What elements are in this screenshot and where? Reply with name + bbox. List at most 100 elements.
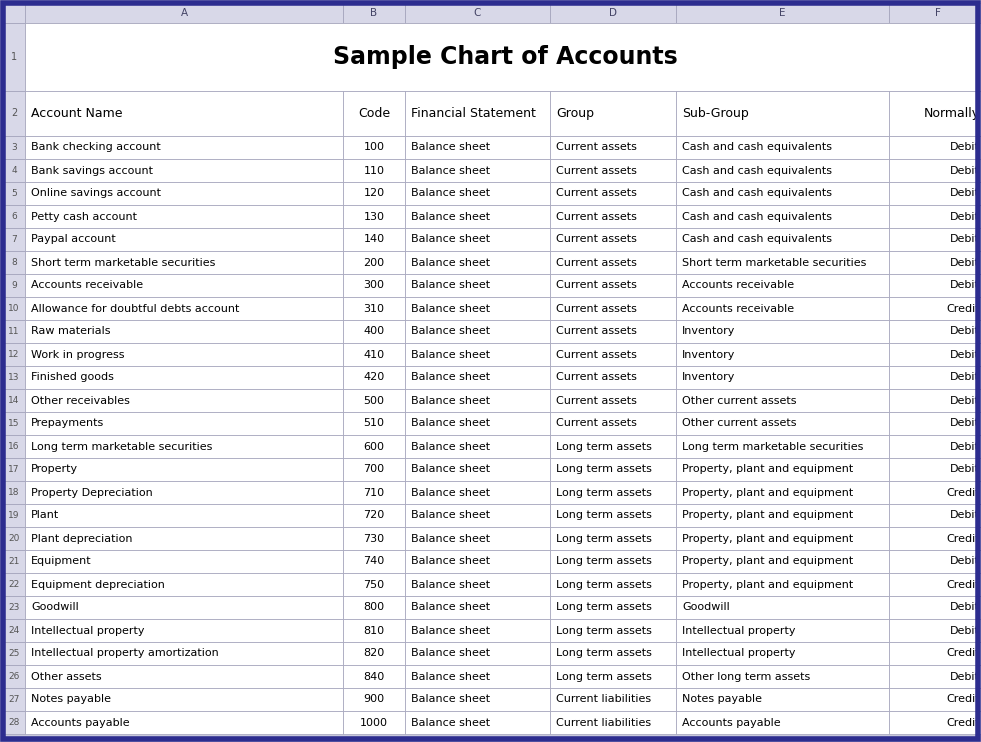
Bar <box>676 274 889 297</box>
Bar <box>889 550 981 573</box>
Bar <box>3 297 25 320</box>
Text: Debit: Debit <box>951 188 980 199</box>
Bar <box>405 504 550 527</box>
Bar <box>676 136 889 159</box>
Bar <box>676 504 889 527</box>
Text: Current assets: Current assets <box>556 372 637 382</box>
Bar <box>550 389 676 412</box>
Text: Raw materials: Raw materials <box>31 326 111 337</box>
Text: Plant: Plant <box>31 510 59 520</box>
Bar <box>405 458 550 481</box>
Text: 19: 19 <box>8 511 20 520</box>
Text: Balance sheet: Balance sheet <box>411 349 490 360</box>
Text: 6: 6 <box>11 212 17 221</box>
Text: 8: 8 <box>11 258 17 267</box>
Text: Long term marketable securities: Long term marketable securities <box>682 441 863 451</box>
Text: Sample Chart of Accounts: Sample Chart of Accounts <box>334 45 678 69</box>
Text: Balance sheet: Balance sheet <box>411 695 490 704</box>
Text: 1000: 1000 <box>360 718 388 727</box>
Bar <box>676 412 889 435</box>
Text: Balance sheet: Balance sheet <box>411 211 490 222</box>
Bar <box>889 435 981 458</box>
Text: 21: 21 <box>8 557 20 566</box>
Bar <box>405 159 550 182</box>
Text: F: F <box>935 8 941 18</box>
Bar <box>405 274 550 297</box>
Bar <box>343 458 405 481</box>
Bar <box>3 366 25 389</box>
Bar <box>405 412 550 435</box>
Bar <box>25 527 343 550</box>
Text: 27: 27 <box>8 695 20 704</box>
Bar <box>550 573 676 596</box>
Text: Finished goods: Finished goods <box>31 372 114 382</box>
Text: Long term assets: Long term assets <box>556 626 652 635</box>
Bar <box>405 550 550 573</box>
Text: Long term marketable securities: Long term marketable securities <box>31 441 212 451</box>
Bar <box>3 527 25 550</box>
Text: Debit: Debit <box>951 464 980 474</box>
Bar <box>25 435 343 458</box>
Text: Debit: Debit <box>951 211 980 222</box>
Bar <box>405 642 550 665</box>
Text: 26: 26 <box>8 672 20 681</box>
Text: Debit: Debit <box>951 280 980 291</box>
Bar <box>3 642 25 665</box>
Text: Long term assets: Long term assets <box>556 487 652 497</box>
Text: 500: 500 <box>364 395 385 405</box>
Text: Balance sheet: Balance sheet <box>411 718 490 727</box>
Text: 25: 25 <box>8 649 20 658</box>
Text: Intellectual property: Intellectual property <box>682 626 796 635</box>
Bar <box>550 159 676 182</box>
Text: Goodwill: Goodwill <box>682 603 730 612</box>
Text: 13: 13 <box>8 373 20 382</box>
Bar <box>25 389 343 412</box>
Text: Inventory: Inventory <box>682 372 736 382</box>
Bar <box>25 481 343 504</box>
Text: Balance sheet: Balance sheet <box>411 234 490 245</box>
Bar <box>676 228 889 251</box>
Bar <box>25 251 343 274</box>
Text: 14: 14 <box>8 396 20 405</box>
Text: Other long term assets: Other long term assets <box>682 672 810 681</box>
Text: Balance sheet: Balance sheet <box>411 556 490 566</box>
Text: Debit: Debit <box>951 257 980 268</box>
Text: Balance sheet: Balance sheet <box>411 188 490 199</box>
Bar <box>550 91 676 136</box>
Bar <box>405 366 550 389</box>
Bar <box>676 642 889 665</box>
Bar <box>889 665 981 688</box>
Text: C: C <box>474 8 482 18</box>
Bar <box>889 274 981 297</box>
Text: Cash and cash equivalents: Cash and cash equivalents <box>682 165 832 176</box>
Text: Debit: Debit <box>951 326 980 337</box>
Bar <box>889 205 981 228</box>
Text: 4: 4 <box>11 166 17 175</box>
Bar <box>405 343 550 366</box>
Bar <box>405 527 550 550</box>
Bar <box>676 91 889 136</box>
Bar <box>343 3 405 23</box>
Text: Debit: Debit <box>951 418 980 428</box>
Bar <box>405 251 550 274</box>
Bar <box>889 159 981 182</box>
Bar <box>889 527 981 550</box>
Text: 10: 10 <box>8 304 20 313</box>
Bar <box>889 91 981 136</box>
Bar <box>676 458 889 481</box>
Text: Long term assets: Long term assets <box>556 441 652 451</box>
Bar <box>405 573 550 596</box>
Text: Balance sheet: Balance sheet <box>411 626 490 635</box>
Text: Balance sheet: Balance sheet <box>411 372 490 382</box>
Text: Financial Statement: Financial Statement <box>411 107 536 120</box>
Text: Accounts receivable: Accounts receivable <box>31 280 143 291</box>
Bar <box>25 665 343 688</box>
Text: Other current assets: Other current assets <box>682 418 797 428</box>
Bar <box>550 458 676 481</box>
Bar <box>889 3 981 23</box>
Bar <box>3 91 25 136</box>
Text: E: E <box>779 8 786 18</box>
Bar <box>25 3 343 23</box>
Bar <box>343 91 405 136</box>
Text: 820: 820 <box>363 649 385 658</box>
